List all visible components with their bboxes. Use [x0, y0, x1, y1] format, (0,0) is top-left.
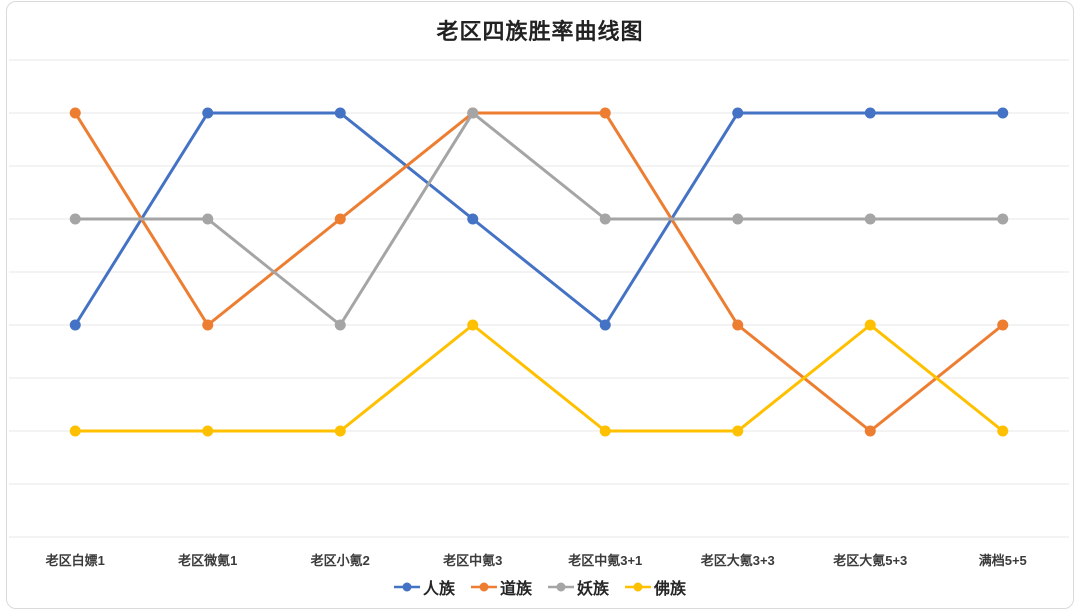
gridlines: [9, 59, 1069, 538]
data-point-marker: [334, 107, 346, 119]
data-point-marker: [334, 319, 346, 331]
data-point-marker: [732, 425, 744, 437]
legend-item-1: 道族: [470, 575, 532, 599]
data-point-marker: [599, 213, 611, 225]
legend-label: 妖族: [577, 581, 610, 598]
data-point-marker: [732, 107, 744, 119]
data-point-marker: [69, 213, 81, 225]
data-point-marker: [997, 213, 1009, 225]
series-0: [69, 107, 1009, 331]
chart-title: 老区四族胜率曲线图: [436, 19, 644, 44]
data-point-marker: [599, 425, 611, 437]
legend: 人族 道族 妖族 佛族: [0, 575, 1080, 599]
data-point-marker: [202, 319, 214, 331]
x-axis-label: 老区中氪3+1: [568, 553, 643, 568]
data-point-marker: [997, 107, 1009, 119]
data-point-marker: [864, 213, 876, 225]
legend-label: 佛族: [654, 581, 687, 598]
legend-marker-icon: [625, 582, 652, 592]
data-point-marker: [732, 213, 744, 225]
data-point-marker: [202, 425, 214, 437]
series-line: [73, 111, 1005, 327]
data-point-marker: [997, 425, 1009, 437]
legend-item-0: 人族: [393, 575, 455, 599]
data-point-marker: [732, 319, 744, 331]
x-axis-label: 满档5+5: [978, 553, 1027, 568]
x-axis-label: 老区小氪2: [310, 553, 370, 568]
data-point-marker: [599, 319, 611, 331]
series-line: [73, 111, 1005, 327]
data-point-marker: [69, 107, 81, 119]
x-axis-label: 老区大氪5+3: [833, 553, 908, 568]
series-line: [73, 323, 1005, 433]
legend-marker-icon: [470, 582, 497, 592]
x-axis-label: 老区微氪1: [178, 553, 238, 568]
data-point-marker: [997, 319, 1009, 331]
x-axis-label: 老区白嫖1: [45, 553, 105, 568]
series-line: [73, 111, 1005, 433]
legend-label: 道族: [499, 581, 532, 598]
legend-marker-icon: [393, 582, 420, 592]
x-axis-label: 老区大氪3+3: [700, 553, 775, 568]
data-point-marker: [864, 107, 876, 119]
legend-item-2: 妖族: [548, 575, 609, 599]
data-point-marker: [202, 213, 214, 225]
data-point-marker: [599, 107, 611, 119]
data-point-marker: [334, 213, 346, 225]
legend-item-3: 佛族: [625, 575, 686, 599]
data-point-marker: [69, 319, 81, 331]
data-point-marker: [334, 425, 346, 437]
data-point-marker: [864, 425, 876, 437]
series-1: [69, 107, 1009, 437]
series-3: [69, 319, 1009, 437]
data-point-marker: [467, 107, 479, 119]
legend-marker-icon: [548, 582, 574, 592]
data-point-marker: [202, 107, 214, 119]
data-point-marker: [864, 319, 876, 331]
x-axis-label: 老区中氪3: [443, 553, 503, 568]
data-point-marker: [69, 425, 81, 437]
data-point-marker: [467, 319, 479, 331]
series-2: [69, 107, 1009, 331]
data-point-marker: [467, 213, 479, 225]
legend-label: 人族: [422, 581, 455, 598]
